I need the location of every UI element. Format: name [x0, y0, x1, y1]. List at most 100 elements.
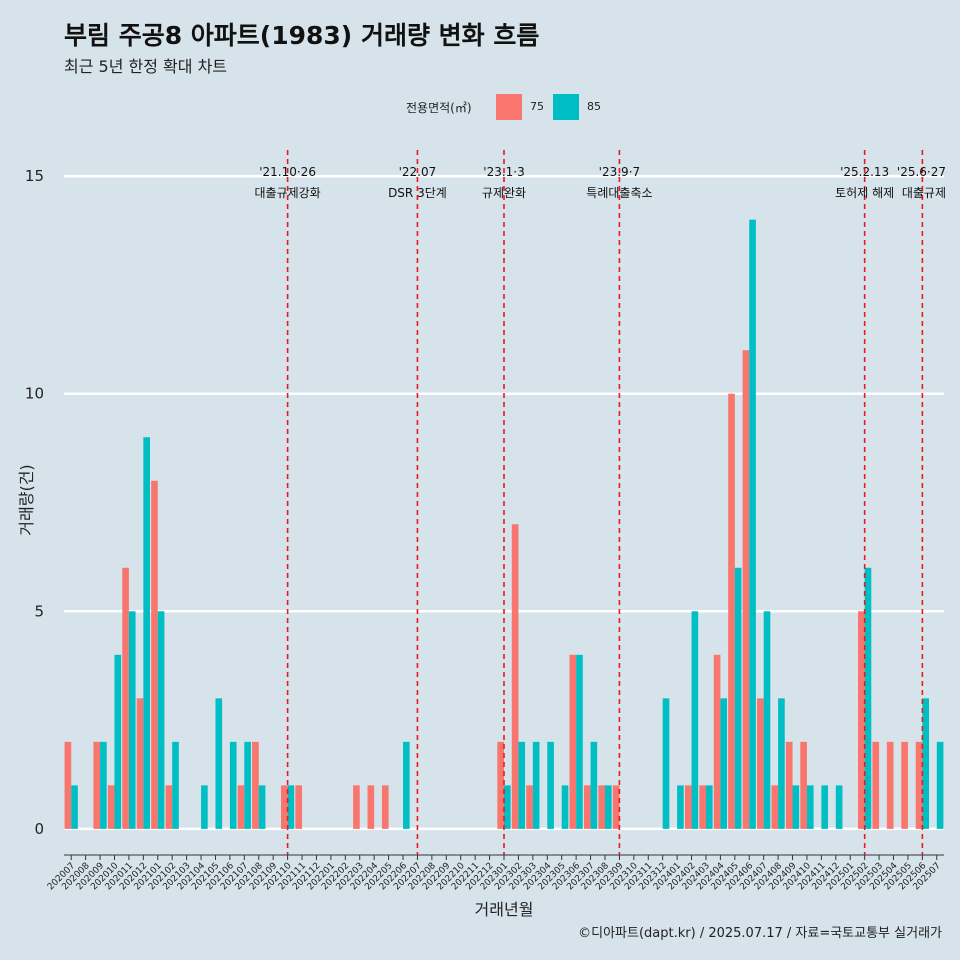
- y-tick-label: 0: [34, 820, 44, 838]
- bar-85-202102: [172, 741, 179, 829]
- legend-title: 전용면적(㎡): [406, 101, 472, 115]
- bar-85-202407: [763, 611, 771, 829]
- bar-85-202106: [229, 741, 237, 829]
- bar-85-202305: [561, 785, 569, 829]
- bar-85-202012: [143, 437, 150, 829]
- event-text-label: 특례대출축소: [586, 186, 652, 200]
- bar-75-202405: [728, 393, 735, 829]
- bar-85-202009: [100, 741, 107, 829]
- bar-75-202110: [280, 785, 288, 829]
- event-text-label: DSR 3단계: [388, 186, 447, 200]
- y-tick-label: 10: [25, 385, 44, 403]
- bar-85-202502: [864, 567, 872, 829]
- bar-75-202010: [107, 785, 115, 829]
- event-date-label: '23.1·3: [483, 165, 524, 179]
- bar-85-202411: [821, 785, 829, 829]
- bar-85-202302: [518, 741, 526, 829]
- bar-75-202504: [886, 741, 894, 829]
- y-tick-label: 5: [34, 602, 44, 620]
- bar-85-202404: [720, 698, 728, 829]
- bar-85-202409: [792, 785, 800, 829]
- bar-75-202204: [367, 785, 375, 829]
- bar-75-202506: [915, 741, 923, 829]
- legend-label-75: 75: [530, 100, 544, 113]
- event-date-label: '23.9·7: [599, 165, 640, 179]
- bar-85-202403: [705, 785, 713, 829]
- y-tick-label: 15: [25, 167, 44, 185]
- event-date-label: '21.10·26: [259, 165, 316, 179]
- y-axis-title: 거래량(건): [17, 464, 36, 535]
- bar-75-202406: [742, 350, 750, 829]
- event-text-label: 토허제 해제: [835, 186, 894, 200]
- bar-85-202110: [287, 785, 295, 829]
- x-axis-title: 거래년월: [475, 900, 534, 919]
- bar-75-202309: [612, 785, 620, 829]
- bar-85-202303: [532, 741, 540, 829]
- bar-85-202412: [835, 785, 843, 829]
- event-text-label: 대출규제강화: [254, 186, 320, 200]
- event-date-label: '22.07: [399, 165, 437, 179]
- bar-85-202108: [258, 785, 266, 829]
- bar-75-202306: [569, 654, 577, 829]
- bar-75-202505: [901, 741, 908, 829]
- bar-85-202312: [662, 698, 670, 829]
- bar-75-202108: [252, 741, 259, 829]
- bar-85-202104: [201, 785, 208, 829]
- bar-85-202206: [403, 741, 410, 829]
- bar-75-202503: [872, 741, 880, 829]
- bar-75-202101: [151, 480, 158, 829]
- bar-75-202404: [713, 654, 721, 829]
- bar-85-202101: [157, 611, 165, 829]
- bar-85-202406: [749, 219, 756, 829]
- bar-75-202107: [237, 785, 245, 829]
- bar-75-202502: [858, 611, 865, 829]
- bar-85-202507: [936, 741, 944, 829]
- bar-85-202107: [244, 741, 251, 829]
- legend-key-75: [496, 94, 522, 120]
- bar-75-202102: [165, 785, 173, 829]
- legend: 전용면적(㎡) 75 85: [0, 92, 960, 122]
- bar-75-202205: [381, 785, 389, 829]
- bar-85-202307: [590, 741, 598, 829]
- bar-75-202402: [684, 785, 692, 829]
- bar-85-202301: [504, 785, 511, 829]
- bar-85-202304: [547, 741, 554, 829]
- chart-title: 부림 주공8 아파트(1983) 거래량 변화 흐름: [64, 21, 540, 50]
- event-date-label: '25.6·27: [897, 165, 946, 179]
- bar-75-202009: [93, 741, 101, 829]
- bar-75-202407: [757, 698, 764, 829]
- legend-key-85: [553, 94, 579, 120]
- event-date-label: '25.2.13: [840, 165, 889, 179]
- bar-85-202011: [128, 611, 136, 829]
- bar-75-202012: [136, 698, 144, 829]
- source-caption: ©디아파트(dapt.kr) / 2025.07.17 / 자료=국토교통부 실…: [578, 926, 942, 941]
- bar-75-202302: [511, 524, 519, 829]
- bar-75-202410: [800, 741, 807, 829]
- chart-subtitle: 최근 5년 한정 확대 차트: [64, 57, 228, 76]
- bar-85-202506: [922, 698, 929, 829]
- bar-85-202308: [604, 785, 612, 829]
- bar-75-202301: [497, 741, 504, 829]
- bar-85-202410: [806, 785, 814, 829]
- bar-85-202405: [734, 567, 742, 829]
- bar-75-202408: [771, 785, 779, 829]
- bar-85-202010: [114, 654, 122, 829]
- bar-75-202409: [785, 741, 793, 829]
- bar-75-202203: [353, 785, 360, 829]
- bar-75-202007: [64, 741, 72, 829]
- legend-label-85: 85: [587, 100, 601, 113]
- bar-75-202011: [122, 567, 129, 829]
- event-text-label: 대출규제: [902, 186, 946, 200]
- bar-75-202307: [583, 785, 591, 829]
- bar-75-202111: [295, 785, 303, 829]
- bar-85-202007: [71, 785, 78, 829]
- bar-85-202105: [215, 698, 223, 829]
- bar-85-202401: [677, 785, 684, 829]
- bar-85-202306: [576, 654, 583, 829]
- bar-85-202402: [691, 611, 699, 829]
- bar-75-202308: [598, 785, 605, 829]
- bar-75-202303: [526, 785, 533, 829]
- bar-85-202408: [778, 698, 785, 829]
- bar-75-202403: [699, 785, 706, 829]
